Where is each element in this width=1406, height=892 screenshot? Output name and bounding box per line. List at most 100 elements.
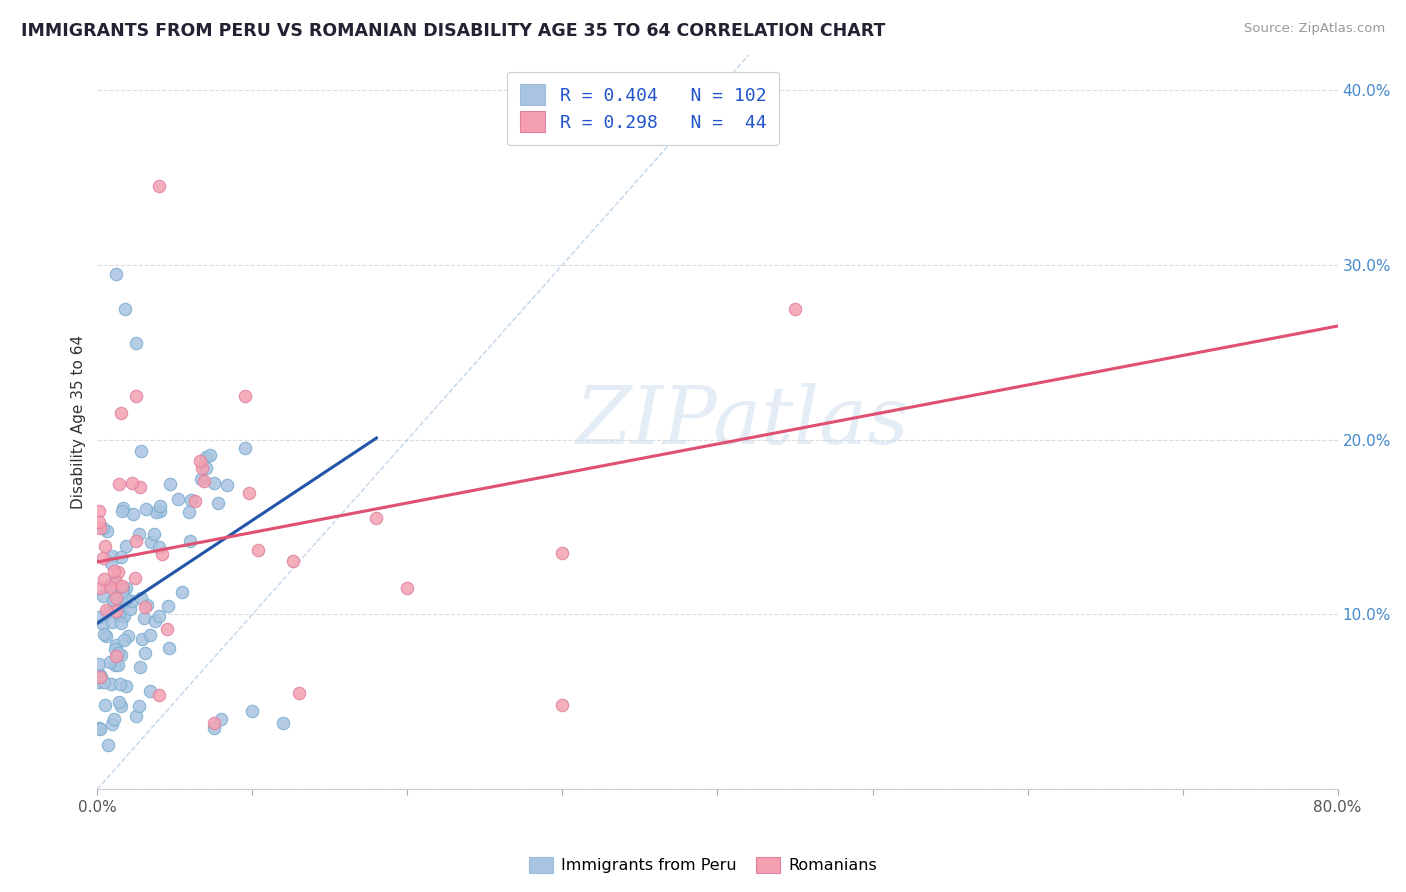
Point xyxy=(149,504,172,518)
Point xyxy=(103,564,125,578)
Point xyxy=(112,582,135,597)
Legend: Immigrants from Peru, Romanians: Immigrants from Peru, Romanians xyxy=(523,850,883,880)
Point xyxy=(233,442,256,456)
Point xyxy=(100,717,122,731)
Point xyxy=(179,505,201,519)
Point xyxy=(125,389,148,403)
Point xyxy=(100,581,122,595)
Point xyxy=(135,501,157,516)
Point xyxy=(396,581,419,595)
Point xyxy=(159,476,181,491)
Point xyxy=(107,608,129,623)
Point xyxy=(110,676,132,690)
Point xyxy=(134,646,156,660)
Point xyxy=(148,608,170,623)
Point xyxy=(108,477,131,491)
Point xyxy=(202,721,225,735)
Point xyxy=(167,492,190,507)
Point xyxy=(129,660,152,674)
Point xyxy=(94,603,117,617)
Point xyxy=(143,526,166,541)
Point xyxy=(288,686,311,700)
Point xyxy=(110,578,132,592)
Point xyxy=(238,486,260,500)
Point xyxy=(100,549,122,564)
Point xyxy=(170,585,193,599)
Point xyxy=(129,591,152,606)
Point xyxy=(94,698,117,712)
Point xyxy=(114,301,136,316)
Point xyxy=(87,721,110,735)
Point xyxy=(190,472,212,486)
Point xyxy=(134,600,156,615)
Point xyxy=(156,623,179,637)
Point xyxy=(148,688,170,702)
Point xyxy=(120,602,142,616)
Point xyxy=(110,581,132,595)
Point xyxy=(111,504,134,518)
Point xyxy=(132,611,155,625)
Point xyxy=(115,539,138,553)
Point xyxy=(100,556,122,570)
Point xyxy=(91,521,114,535)
Point xyxy=(104,600,127,615)
Point xyxy=(115,591,138,606)
Point xyxy=(551,546,574,560)
Point xyxy=(110,615,132,630)
Point xyxy=(96,524,118,538)
Point xyxy=(125,709,148,723)
Point xyxy=(152,547,174,561)
Point xyxy=(128,699,150,714)
Point xyxy=(104,642,127,657)
Point xyxy=(128,480,150,494)
Point xyxy=(149,499,172,513)
Point xyxy=(179,493,201,508)
Point xyxy=(107,578,129,592)
Point xyxy=(209,712,232,726)
Point xyxy=(125,533,148,548)
Point xyxy=(131,444,153,458)
Point xyxy=(94,540,117,554)
Point xyxy=(104,657,127,672)
Point xyxy=(366,511,388,525)
Text: ZIPatlas: ZIPatlas xyxy=(575,384,910,461)
Point xyxy=(89,670,111,684)
Point xyxy=(194,450,217,464)
Point xyxy=(135,598,157,612)
Point xyxy=(104,574,127,589)
Point xyxy=(188,453,211,467)
Point xyxy=(233,389,256,403)
Point xyxy=(103,574,125,589)
Point xyxy=(87,504,110,518)
Point xyxy=(141,535,163,549)
Point xyxy=(202,715,225,730)
Point xyxy=(110,648,132,662)
Point xyxy=(117,629,139,643)
Point xyxy=(247,543,270,558)
Point xyxy=(103,598,125,612)
Point xyxy=(107,657,129,672)
Point xyxy=(98,577,121,591)
Point xyxy=(138,683,160,698)
Point xyxy=(139,628,162,642)
Point xyxy=(89,657,111,671)
Point xyxy=(91,550,114,565)
Point xyxy=(193,474,215,488)
Point xyxy=(198,448,221,462)
Point xyxy=(111,585,134,599)
Point xyxy=(122,507,145,521)
Point xyxy=(96,606,118,620)
Point xyxy=(143,614,166,628)
Point xyxy=(115,680,138,694)
Legend: R = 0.404   N = 102, R = 0.298   N =  44: R = 0.404 N = 102, R = 0.298 N = 44 xyxy=(508,71,779,145)
Text: IMMIGRANTS FROM PERU VS ROMANIAN DISABILITY AGE 35 TO 64 CORRELATION CHART: IMMIGRANTS FROM PERU VS ROMANIAN DISABIL… xyxy=(21,22,886,40)
Point xyxy=(131,632,153,647)
Point xyxy=(111,598,134,612)
Point xyxy=(89,667,111,681)
Point xyxy=(783,301,806,316)
Point xyxy=(87,675,110,690)
Point xyxy=(110,406,132,420)
Point xyxy=(104,267,127,281)
Point xyxy=(101,615,124,629)
Point xyxy=(551,698,574,713)
